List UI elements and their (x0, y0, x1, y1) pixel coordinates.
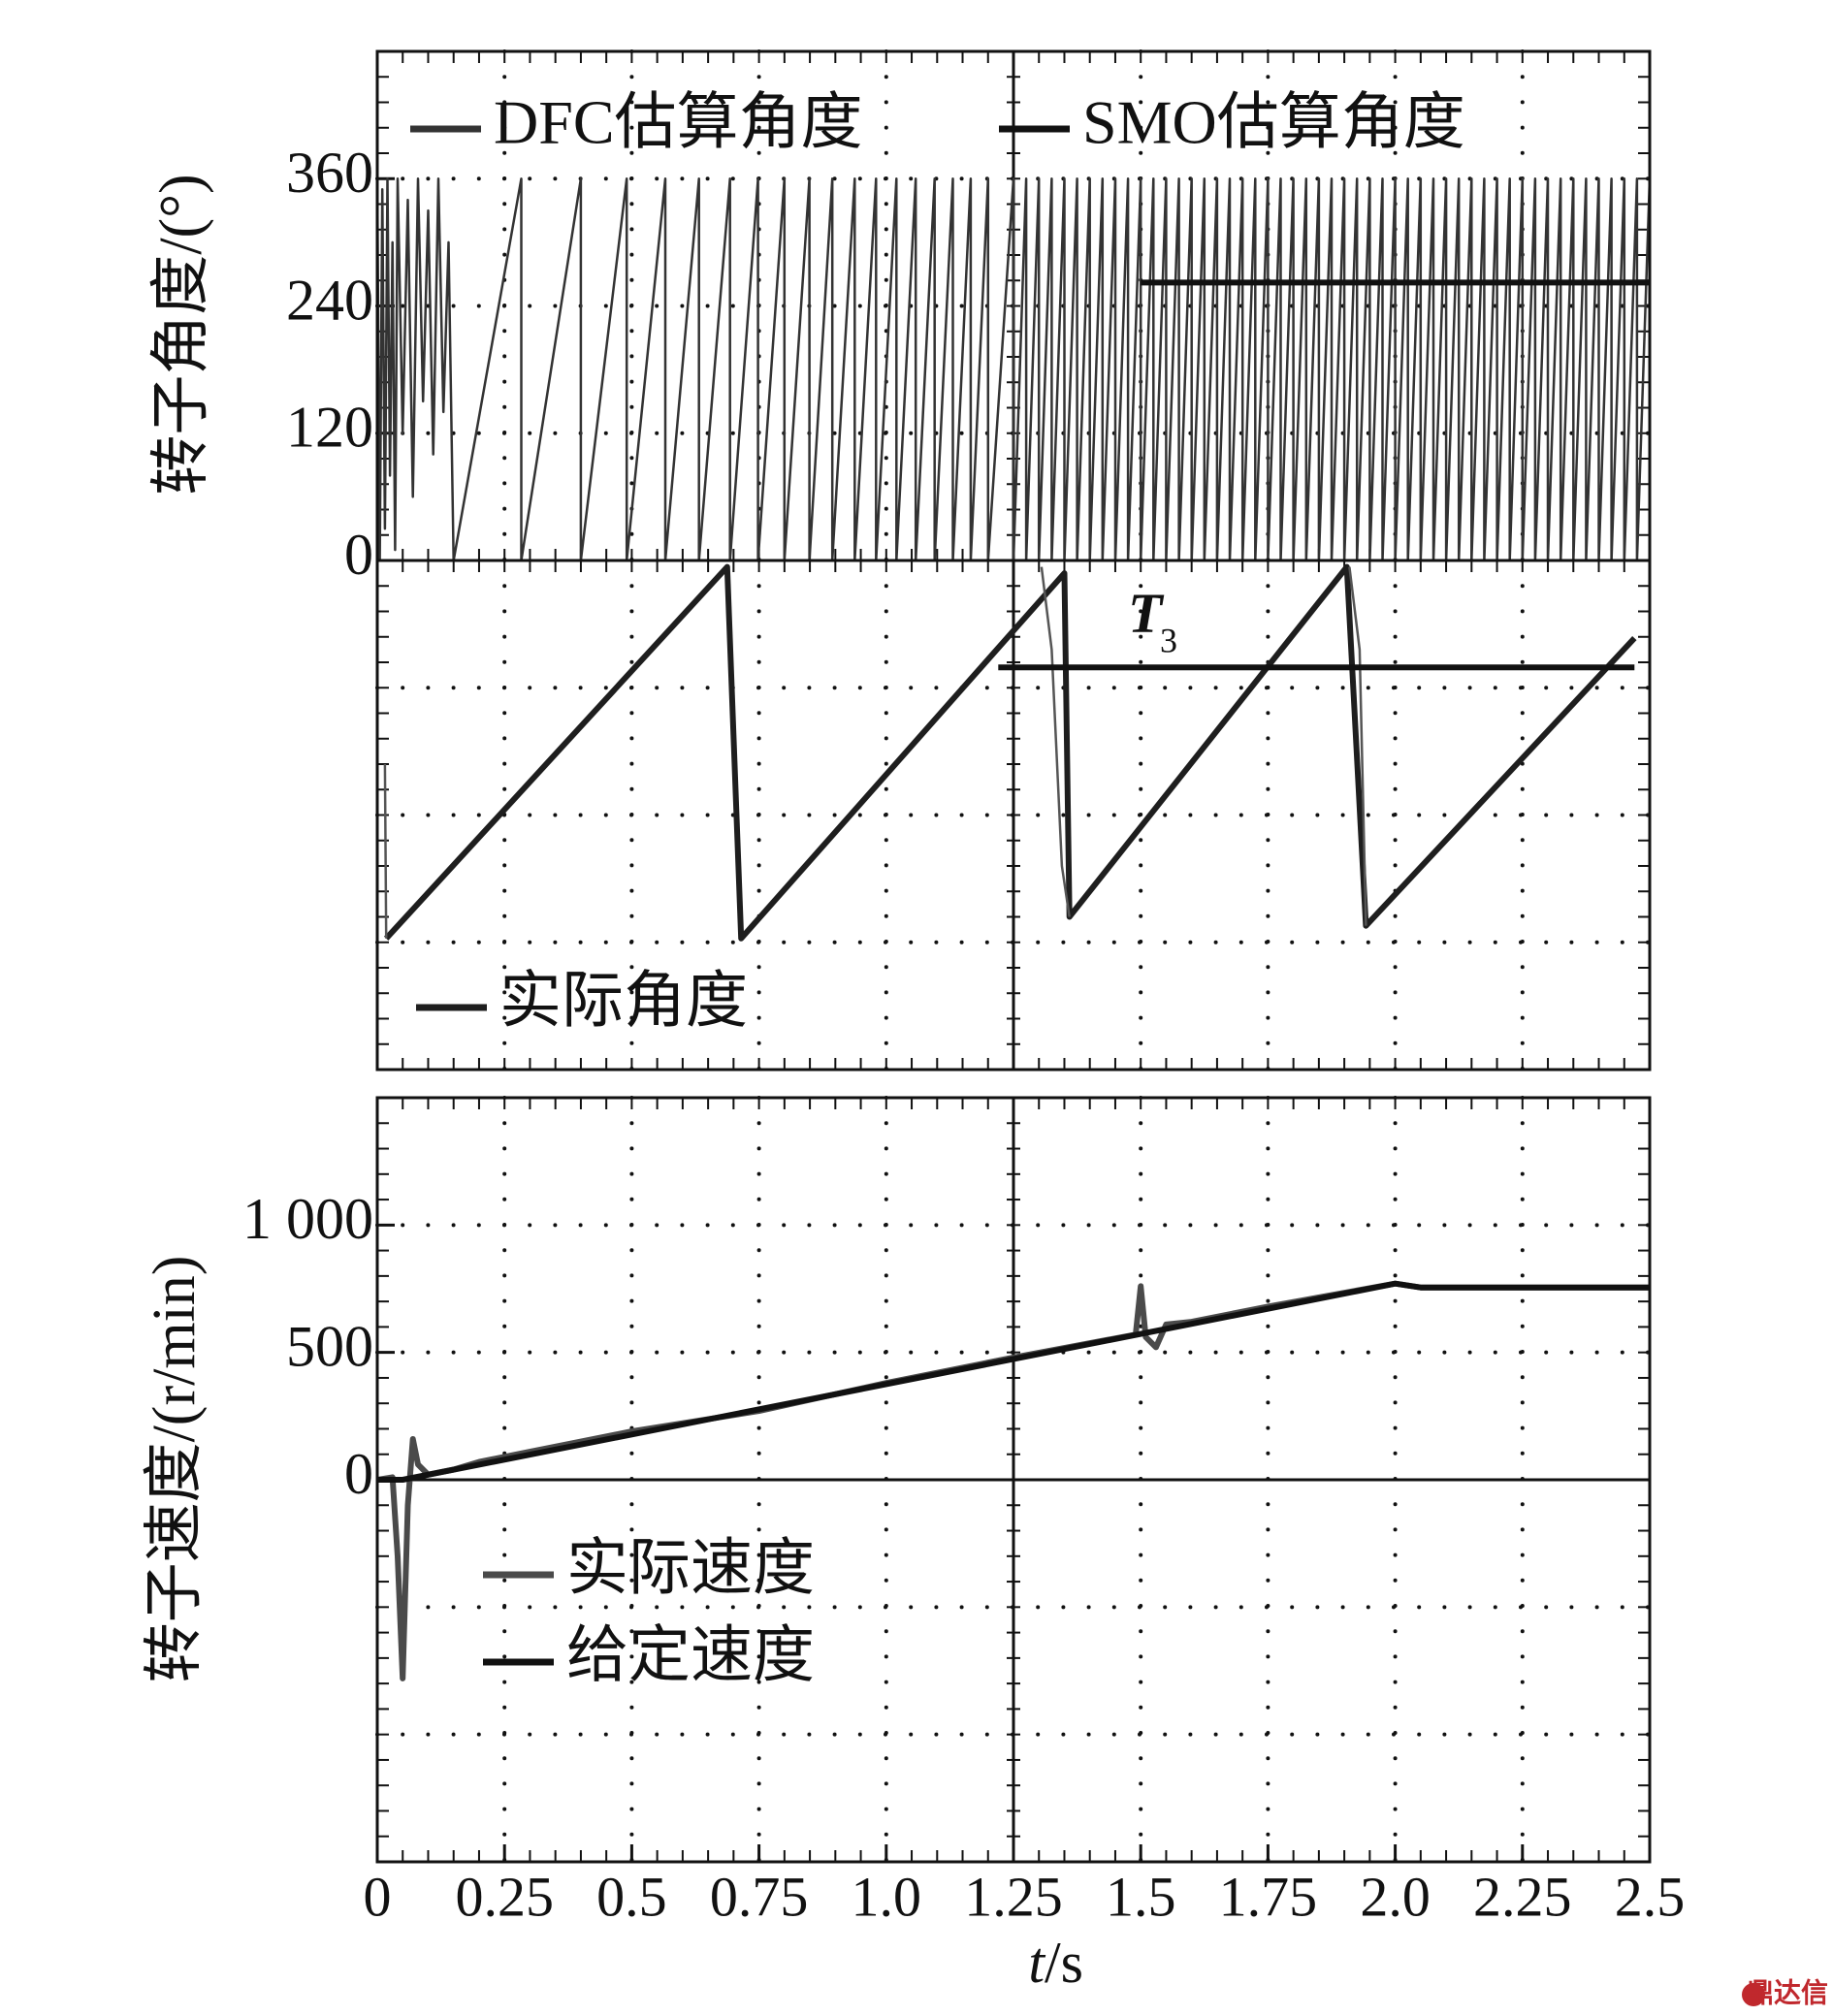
x-tick-label: 1.75 (1219, 1865, 1318, 1928)
x-tick-label: 0.5 (596, 1865, 667, 1928)
series-line (383, 566, 1367, 939)
x-tick-label: 0 (364, 1865, 392, 1928)
legend-label: 实际角度 (499, 967, 748, 1036)
legend-label: DFC估算角度 (494, 88, 863, 157)
plot-area (377, 177, 1650, 560)
y-axis-title: 转子角度/(°) (148, 174, 214, 495)
y-tick-label: 1 000 (242, 1187, 373, 1251)
x-axis-title: t (1028, 1931, 1045, 1995)
series-line (377, 1280, 1650, 1483)
y-tick-label: 120 (286, 396, 373, 460)
x-tick-label: 1.5 (1106, 1865, 1176, 1928)
x-tick-label: 2.25 (1473, 1865, 1572, 1928)
series-line (383, 563, 1637, 942)
panel-frame (375, 559, 1652, 1072)
series-line (377, 177, 1650, 560)
watermark: 鼎达信 (1747, 1977, 1828, 2008)
x-tick-label: 1.25 (964, 1865, 1063, 1928)
watermark-logo (1742, 1983, 1765, 2006)
y-tick-label: 500 (286, 1314, 373, 1378)
y-tick-label: 0 (344, 1442, 373, 1506)
x-tick-label: 0.25 (455, 1865, 554, 1928)
x-tick-label: 0.75 (710, 1865, 809, 1928)
annotation-subscript: 3 (1160, 621, 1177, 659)
y-tick-label: 0 (344, 523, 373, 587)
panel-frame (375, 1096, 1652, 1864)
x-axis-title: /s (1045, 1931, 1083, 1995)
annotation: T (1128, 581, 1165, 644)
y-axis-title: 转子速度/(r/min) (142, 1256, 208, 1683)
x-tick-label: 2.5 (1615, 1865, 1686, 1928)
plot-area (383, 563, 1637, 942)
plot-area (377, 1280, 1650, 1681)
y-tick-label: 240 (286, 268, 373, 332)
y-tick-label: 360 (286, 141, 373, 205)
legend-label: 给定速度 (566, 1621, 815, 1690)
legend-label: 实际速度 (566, 1534, 815, 1603)
legend-label: SMO估算角度 (1082, 88, 1465, 157)
x-tick-label: 1.0 (852, 1865, 922, 1928)
x-tick-label: 2.0 (1360, 1865, 1431, 1928)
